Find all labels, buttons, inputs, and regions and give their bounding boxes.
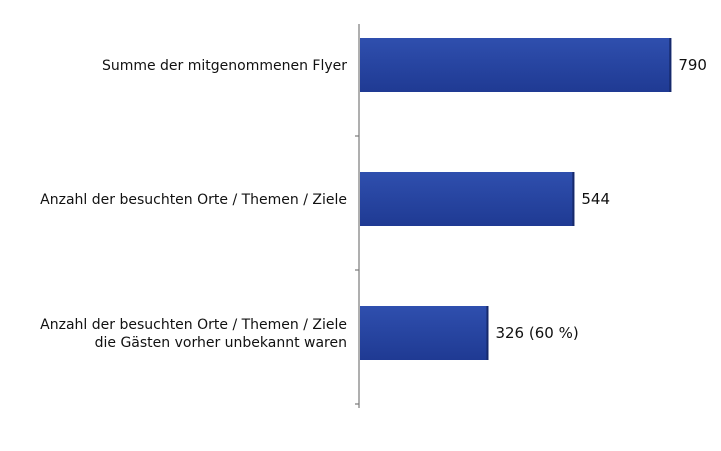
category-label-line: Summe der mitgenommenen Flyer: [102, 58, 347, 74]
category-label-line: die Gästen vorher unbekannt waren: [95, 335, 347, 351]
bar: [360, 306, 489, 360]
category-label-line: Anzahl der besuchten Orte / Themen / Zie…: [40, 192, 347, 208]
value-label: 326 (60 %): [495, 324, 578, 342]
bar: [360, 38, 672, 92]
category-label-line: Anzahl der besuchten Orte / Themen / Zie…: [40, 317, 347, 333]
value-label: 790: [678, 56, 707, 74]
bar-edge: [669, 38, 672, 92]
value-label: 544: [581, 190, 610, 208]
bar-edge: [486, 306, 489, 360]
category-label: Summe der mitgenommenen Flyer: [102, 58, 347, 74]
category-label: Anzahl der besuchten Orte / Themen / Zie…: [40, 192, 347, 208]
bar-edge: [572, 172, 575, 226]
bar: [360, 172, 575, 226]
category-label: Anzahl der besuchten Orte / Themen / Zie…: [40, 317, 347, 351]
